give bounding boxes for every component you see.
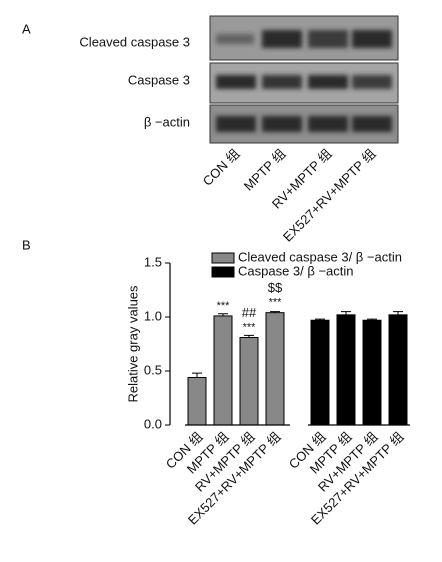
error-bar	[192, 372, 202, 378]
bar	[336, 314, 356, 426]
y-tick-label: 1.5	[144, 254, 162, 269]
legend-swatch	[211, 252, 235, 264]
error-bar	[315, 318, 325, 321]
blot	[209, 15, 399, 144]
y-axis-label: Relative gray values	[125, 285, 140, 403]
lane-label: CON 组	[200, 146, 243, 189]
blot-row-label: Cleaved caspase 3	[79, 34, 190, 49]
bar	[310, 319, 330, 426]
bar	[388, 314, 408, 426]
error-bar	[367, 318, 377, 321]
y-tick-label: 0.5	[144, 362, 162, 377]
significance-label: ***	[243, 321, 257, 333]
bar	[265, 312, 285, 426]
legend-label: Cleaved caspase 3/ β −actin	[238, 249, 402, 264]
bar	[362, 319, 382, 426]
bar	[187, 376, 207, 426]
significance-label: ##	[242, 305, 257, 320]
error-bar	[341, 311, 351, 315]
legend-label: Caspase 3/ β −actin	[238, 263, 354, 278]
panel-label: A	[22, 21, 31, 36]
error-bar	[393, 311, 403, 315]
bar	[239, 337, 259, 426]
y-tick-label: 1.0	[144, 308, 162, 323]
y-tick-label: 0.0	[144, 416, 162, 431]
bar	[213, 315, 233, 426]
legend-swatch	[211, 266, 235, 278]
blot-row-label: β −actin	[144, 114, 190, 129]
error-bar	[218, 313, 228, 316]
error-bar	[244, 334, 254, 338]
lane-label: MPTP 组	[241, 146, 289, 194]
significance-label: $$	[268, 280, 283, 295]
panel-label: B	[22, 237, 31, 252]
significance-label: ***	[269, 297, 283, 309]
error-bar	[270, 311, 280, 313]
significance-label: ***	[217, 300, 231, 312]
blot-row-label: Caspase 3	[128, 72, 190, 87]
